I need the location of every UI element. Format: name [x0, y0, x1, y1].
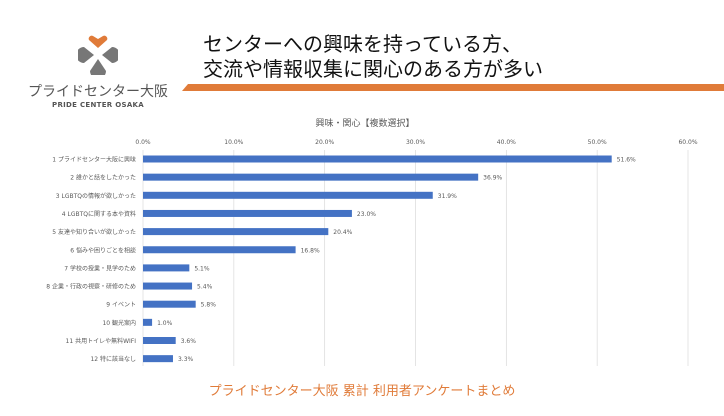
- category-label: 4 LGBTQに関する本や資料: [62, 210, 136, 218]
- data-label: 5.1%: [194, 265, 210, 272]
- x-tick-label: 50.0%: [588, 139, 607, 146]
- footer-caption: プライドセンター大阪 累計 利用者アンケートまとめ: [208, 384, 516, 399]
- data-label: 23.0%: [357, 211, 376, 218]
- data-label: 16.8%: [301, 247, 320, 254]
- title-line-1: センターへの興味を持っている方、: [203, 32, 522, 56]
- bar: [143, 246, 296, 254]
- logo-mark-icon: [76, 35, 120, 79]
- data-label: 36.9%: [483, 175, 502, 182]
- bar: [143, 300, 196, 308]
- title-line-2: 交流や情報収集に関心のある方が多い: [203, 57, 543, 81]
- category-label: 2 誰かと話をしたかった: [70, 174, 136, 182]
- category-label: 8 企業・行政の視察・研修のため: [46, 283, 136, 291]
- data-label: 1.0%: [157, 320, 173, 327]
- bar: [143, 155, 612, 163]
- category-label: 11 共用トイレや無料WIFI: [66, 337, 137, 345]
- bar: [143, 264, 190, 272]
- bar: [143, 318, 153, 326]
- data-label: 31.9%: [438, 193, 457, 200]
- data-label: 20.4%: [333, 229, 352, 236]
- data-label: 51.6%: [617, 157, 636, 164]
- category-label: 7 学校の授業・見学のため: [64, 264, 136, 272]
- bar: [143, 173, 479, 181]
- x-tick-label: 30.0%: [406, 139, 425, 146]
- category-label: 10 観光案内: [102, 319, 136, 327]
- x-tick-label: 40.0%: [497, 139, 516, 146]
- chart-title: 興味・関心【複数選択】: [315, 117, 414, 129]
- x-tick-label: 10.0%: [224, 139, 243, 146]
- bar: [143, 209, 352, 217]
- logo: プライドセンター大阪 PRIDE CENTER OSAKA: [28, 35, 168, 109]
- accent-bar: [182, 84, 724, 91]
- page-title: センターへの興味を持っている方、 交流や情報収集に関心のある方が多い: [203, 32, 543, 82]
- category-label: 12 特に該当なし: [90, 355, 136, 363]
- bar: [143, 191, 433, 199]
- x-tick-label: 0.0%: [135, 139, 151, 146]
- bar: [143, 355, 173, 363]
- logo-name-en: PRIDE CENTER OSAKA: [52, 101, 144, 109]
- category-label: 6 悩みや困りごとを相談: [70, 246, 136, 254]
- data-label: 3.3%: [178, 356, 194, 363]
- data-label: 5.4%: [197, 284, 213, 291]
- logo-name-ja: プライドセンター大阪: [28, 84, 168, 100]
- x-tick-label: 20.0%: [315, 139, 334, 146]
- category-label: 9 イベント: [106, 302, 136, 309]
- bar: [143, 228, 329, 236]
- data-label: 5.8%: [201, 302, 217, 309]
- bar: [143, 282, 193, 290]
- data-label: 3.6%: [181, 338, 197, 345]
- bar: [143, 337, 176, 344]
- category-label: 5 友達や知り合いが欲しかった: [52, 228, 136, 236]
- category-label: 3 LGBTQの情報が欲しかった: [56, 192, 136, 200]
- category-label: 1 プライドセンター大阪に興味: [52, 156, 136, 164]
- x-tick-label: 60.0%: [678, 139, 697, 146]
